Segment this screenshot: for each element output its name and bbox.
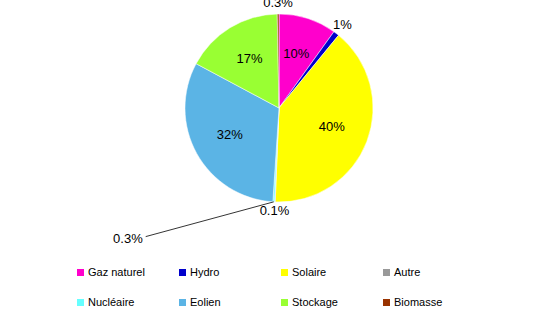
data-label: 0.1% <box>260 203 290 218</box>
legend-item: Eolien <box>179 296 221 308</box>
legend-label: Gaz naturel <box>88 266 145 278</box>
legend-label: Stockage <box>292 296 338 308</box>
legend-item: Hydro <box>179 266 219 278</box>
data-label: 17% <box>237 51 263 66</box>
data-label: 40% <box>319 119 345 134</box>
legend-label: Solaire <box>292 266 326 278</box>
legend-item: Solaire <box>281 266 326 278</box>
legend: Gaz naturel Hydro Solaire Autre Nucléaire Eol… <box>77 266 442 308</box>
legend-swatch <box>383 299 390 306</box>
legend-label: Eolien <box>190 296 221 308</box>
pie <box>185 14 373 202</box>
data-label: 0.3% <box>263 0 293 10</box>
legend-swatch <box>383 269 390 276</box>
legend-swatch <box>77 269 84 276</box>
legend-swatch <box>281 269 288 276</box>
legend-label: Hydro <box>190 266 219 278</box>
legend-label: Biomasse <box>394 296 442 308</box>
legend-item: Stockage <box>281 296 338 308</box>
data-labels: 10% 1% 40% 0.1% 0.3% 32% 17% 0.3% <box>113 0 352 246</box>
legend-swatch <box>77 299 84 306</box>
legend-item: Autre <box>383 266 420 278</box>
legend-item: Biomasse <box>383 296 442 308</box>
legend-item: Nucléaire <box>77 296 134 308</box>
legend-swatch <box>179 299 186 306</box>
legend-label: Nucléaire <box>88 296 134 308</box>
slice <box>196 14 279 108</box>
data-label: 1% <box>333 17 352 32</box>
data-label: 0.3% <box>113 231 143 246</box>
leader-line <box>146 202 274 237</box>
legend-label: Autre <box>394 266 420 278</box>
slice <box>275 35 373 202</box>
legend-swatch <box>179 269 186 276</box>
data-label: 32% <box>217 127 243 142</box>
legend-item: Gaz naturel <box>77 266 145 278</box>
chart: 10% 1% 40% 0.1% 0.3% 32% 17% 0.3% Gaz naturel Hyd… <box>0 0 560 330</box>
legend-swatch <box>281 299 288 306</box>
data-label: 10% <box>283 46 309 61</box>
slice <box>277 14 279 108</box>
